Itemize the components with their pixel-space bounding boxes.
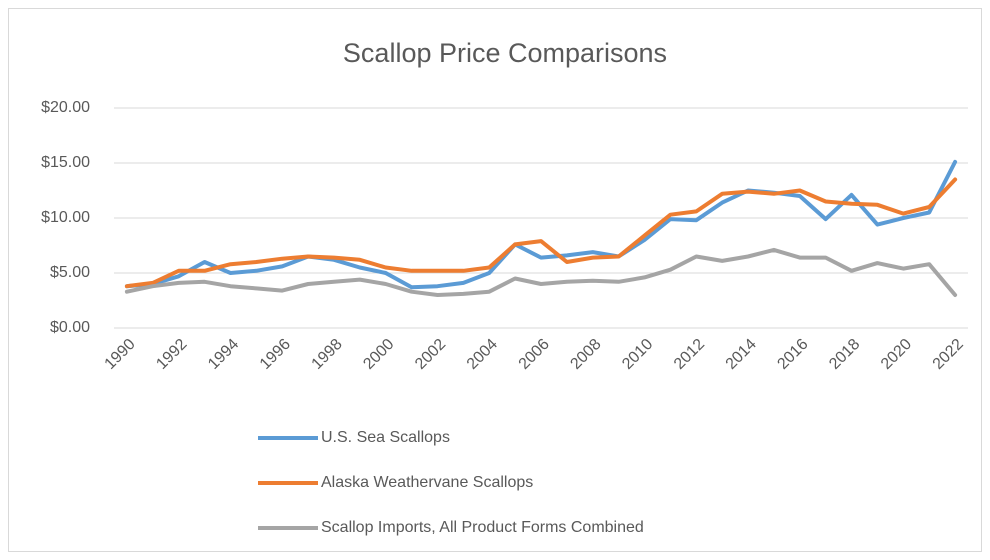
- chart-title: Scallop Price Comparisons: [343, 38, 667, 68]
- y-tick-label: $0.00: [50, 319, 90, 336]
- y-tick-label: $5.00: [50, 264, 90, 281]
- series-line: [124, 159, 958, 290]
- series-line: [124, 247, 958, 297]
- legend-label: Scallop Imports, All Product Forms Combi…: [321, 519, 644, 536]
- legend-label: Alaska Weathervane Scallops: [321, 474, 533, 491]
- y-tick-label: $10.00: [41, 209, 90, 226]
- y-tick-label: $15.00: [41, 154, 90, 171]
- legend-label: U.S. Sea Scallops: [321, 429, 450, 446]
- y-tick-label: $20.00: [41, 99, 90, 116]
- series-line: [124, 177, 958, 289]
